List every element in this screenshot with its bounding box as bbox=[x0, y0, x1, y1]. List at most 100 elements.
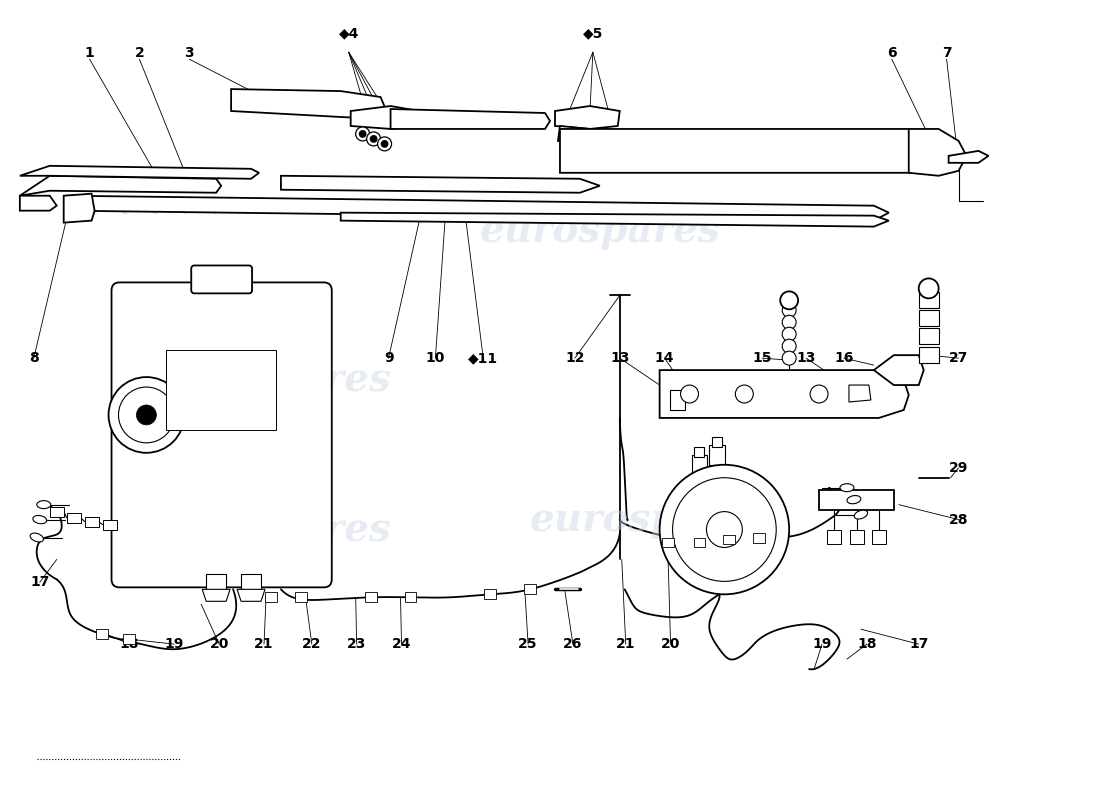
Circle shape bbox=[706, 512, 743, 547]
Polygon shape bbox=[123, 634, 135, 644]
Text: 27: 27 bbox=[949, 351, 968, 365]
Polygon shape bbox=[827, 530, 842, 545]
Polygon shape bbox=[265, 592, 277, 602]
Polygon shape bbox=[231, 89, 386, 119]
Text: 18: 18 bbox=[857, 637, 877, 651]
Polygon shape bbox=[96, 630, 108, 639]
Text: 8: 8 bbox=[29, 351, 38, 365]
Text: 28: 28 bbox=[949, 513, 968, 526]
Text: 15: 15 bbox=[752, 351, 772, 365]
Polygon shape bbox=[948, 151, 989, 163]
Text: 13: 13 bbox=[610, 351, 629, 365]
Polygon shape bbox=[670, 390, 684, 410]
Circle shape bbox=[136, 405, 156, 425]
Circle shape bbox=[782, 339, 796, 353]
Text: ◆4: ◆4 bbox=[339, 26, 359, 40]
Circle shape bbox=[382, 141, 387, 147]
Text: 18: 18 bbox=[120, 637, 140, 651]
Text: 17: 17 bbox=[30, 575, 50, 590]
Polygon shape bbox=[918, 292, 938, 308]
Text: eurospares: eurospares bbox=[151, 361, 392, 399]
Circle shape bbox=[918, 278, 938, 298]
Polygon shape bbox=[918, 328, 938, 344]
Text: 21: 21 bbox=[616, 637, 636, 651]
Text: Lamborghini: Lamborghini bbox=[204, 415, 262, 425]
Polygon shape bbox=[918, 310, 938, 326]
Polygon shape bbox=[850, 530, 864, 545]
Polygon shape bbox=[364, 592, 376, 602]
Polygon shape bbox=[710, 445, 725, 465]
Text: eurospares: eurospares bbox=[529, 501, 770, 538]
Circle shape bbox=[660, 465, 789, 594]
Polygon shape bbox=[713, 437, 723, 447]
Polygon shape bbox=[724, 534, 736, 545]
Circle shape bbox=[736, 385, 754, 403]
Circle shape bbox=[377, 137, 392, 151]
Text: 2: 2 bbox=[134, 46, 144, 60]
Text: 3: 3 bbox=[185, 46, 194, 60]
Polygon shape bbox=[102, 519, 117, 530]
Text: 9: 9 bbox=[384, 351, 394, 365]
Text: 21: 21 bbox=[254, 637, 274, 651]
Polygon shape bbox=[556, 106, 619, 129]
Text: 26: 26 bbox=[563, 637, 583, 651]
Text: 19: 19 bbox=[813, 637, 832, 651]
Ellipse shape bbox=[840, 484, 854, 492]
Text: 20: 20 bbox=[209, 637, 229, 651]
Polygon shape bbox=[20, 176, 221, 196]
Polygon shape bbox=[820, 490, 894, 510]
Text: 17: 17 bbox=[909, 637, 928, 651]
Text: 13: 13 bbox=[796, 351, 816, 365]
Polygon shape bbox=[390, 109, 550, 129]
Polygon shape bbox=[873, 355, 924, 385]
Text: 12: 12 bbox=[565, 351, 585, 365]
Polygon shape bbox=[341, 213, 889, 226]
Circle shape bbox=[119, 387, 174, 443]
Polygon shape bbox=[50, 506, 64, 517]
Text: 23: 23 bbox=[346, 637, 366, 651]
Polygon shape bbox=[85, 517, 99, 526]
Polygon shape bbox=[206, 574, 227, 594]
Text: 19: 19 bbox=[165, 637, 184, 651]
Text: 22: 22 bbox=[302, 637, 321, 651]
Ellipse shape bbox=[855, 510, 868, 519]
Circle shape bbox=[780, 291, 799, 310]
Ellipse shape bbox=[30, 533, 44, 542]
Polygon shape bbox=[67, 196, 889, 221]
Circle shape bbox=[782, 327, 796, 342]
Polygon shape bbox=[295, 592, 307, 602]
Polygon shape bbox=[524, 584, 536, 594]
Circle shape bbox=[366, 132, 381, 146]
Polygon shape bbox=[692, 455, 707, 474]
Text: 24: 24 bbox=[392, 637, 411, 651]
Ellipse shape bbox=[847, 495, 861, 504]
Polygon shape bbox=[558, 126, 595, 146]
FancyBboxPatch shape bbox=[111, 282, 332, 587]
Ellipse shape bbox=[36, 501, 51, 509]
Circle shape bbox=[810, 385, 828, 403]
Polygon shape bbox=[660, 370, 909, 418]
Polygon shape bbox=[661, 538, 673, 547]
Circle shape bbox=[109, 377, 185, 453]
Polygon shape bbox=[693, 538, 705, 547]
Polygon shape bbox=[238, 590, 265, 602]
Polygon shape bbox=[872, 530, 886, 545]
Circle shape bbox=[355, 127, 370, 141]
Polygon shape bbox=[64, 194, 95, 222]
Polygon shape bbox=[405, 592, 417, 602]
Text: Automobili: Automobili bbox=[208, 401, 257, 410]
Circle shape bbox=[782, 315, 796, 330]
Text: 10: 10 bbox=[426, 351, 446, 365]
Text: 7: 7 bbox=[942, 46, 952, 60]
Polygon shape bbox=[280, 176, 600, 193]
Polygon shape bbox=[694, 447, 704, 457]
Circle shape bbox=[681, 385, 698, 403]
FancyBboxPatch shape bbox=[166, 350, 276, 430]
Text: 29: 29 bbox=[949, 461, 968, 474]
Circle shape bbox=[782, 303, 796, 318]
Polygon shape bbox=[918, 347, 938, 363]
Text: 1: 1 bbox=[85, 46, 95, 60]
Text: 14: 14 bbox=[654, 351, 674, 365]
Polygon shape bbox=[20, 196, 57, 210]
Text: 6: 6 bbox=[887, 46, 896, 60]
